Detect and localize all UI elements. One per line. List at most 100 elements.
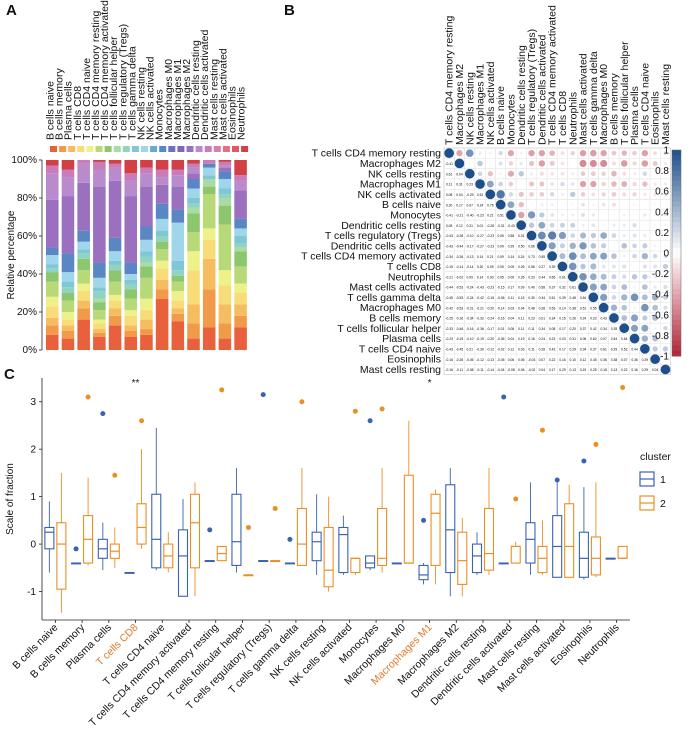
corr-circle <box>611 274 617 280</box>
stacked-bar-segment <box>61 196 75 254</box>
corr-circle <box>653 151 658 156</box>
corr-circle <box>633 172 637 176</box>
corr-value-label: 0.16 <box>559 358 566 362</box>
stacked-bar-segment <box>93 186 106 263</box>
corr-column-label: Macrophages M2 <box>454 64 466 145</box>
corr-circle <box>580 253 586 260</box>
panel-a-legend-label: Macrophages M2 <box>181 59 193 140</box>
stacked-bar-segment <box>218 171 232 179</box>
colorbar-segment <box>672 170 681 177</box>
stacked-bar-segment <box>171 281 185 292</box>
corr-circle <box>653 275 657 279</box>
corr-column-label: Neutrophils <box>567 92 579 145</box>
corr-value-label: -0.11 <box>456 368 463 372</box>
corr-value-label: 0.17 <box>559 327 566 331</box>
corr-value-label: -0.23 <box>487 244 495 248</box>
corr-value-label: 0.04 <box>652 368 659 372</box>
colorbar-tick-label: 1 <box>663 146 669 157</box>
stacked-bar-segment <box>93 302 106 311</box>
corr-circle <box>516 220 527 231</box>
stacked-bar-segment <box>108 294 122 301</box>
corr-column-label: T cells gamma delta <box>588 51 600 145</box>
corr-value-label: 0.04 <box>508 317 515 321</box>
stacked-bar-segment <box>171 270 185 276</box>
stacked-bar-segment <box>46 173 59 200</box>
corr-value-label: 0.26 <box>518 265 525 269</box>
legend-title: cluster <box>640 451 671 463</box>
stacked-bar-segment <box>202 186 216 195</box>
stacked-bar-segment <box>187 179 200 189</box>
corr-circle <box>579 149 587 157</box>
stacked-bar-segment <box>61 325 75 331</box>
stacked-bar-segment <box>108 308 122 316</box>
stacked-bar-segment <box>93 169 106 187</box>
stacked-bar-segment <box>77 163 90 183</box>
corr-value-label: 0.36 <box>600 358 607 362</box>
corr-value-label: -0.02 <box>456 275 464 279</box>
stacked-bar-segment <box>61 331 75 339</box>
corr-value-label: -0.12 <box>487 347 495 351</box>
panel-a-legend-swatch <box>159 146 167 152</box>
corr-value-label: 0.35 <box>611 327 618 331</box>
corr-circle <box>641 335 649 342</box>
corr-value-label: 0.04 <box>456 172 463 176</box>
stacked-bar-segment <box>155 260 169 269</box>
corr-circle <box>590 171 596 177</box>
corr-value-label: 0.07 <box>600 337 607 341</box>
corr-row-label: B cells naive <box>382 199 441 211</box>
panel-a-legend-label: Neutrophils <box>236 87 248 140</box>
stacked-bar-segment <box>77 249 90 254</box>
colorbar-segment <box>672 278 681 285</box>
corr-circle <box>641 303 649 312</box>
corr-circle <box>632 233 637 238</box>
stacked-bar-segment <box>234 236 247 244</box>
corr-value-label: -0.44 <box>456 244 464 248</box>
corr-value-label: -0.23 <box>487 286 495 290</box>
stacked-bar-segment <box>187 163 200 168</box>
stacked-bar-segment <box>140 167 153 174</box>
stacked-bar-segment <box>202 258 216 290</box>
corr-value-label: -0.05 <box>466 358 474 362</box>
corr-circle <box>632 243 637 249</box>
colorbar-segment <box>672 242 681 249</box>
corr-value-label: -0.14 <box>466 265 474 269</box>
corr-value-label: 0.22 <box>621 368 628 372</box>
stacked-bar-segment <box>171 169 185 176</box>
colorbar-segment <box>672 180 681 187</box>
corr-row-label: Plasma cells <box>382 333 441 345</box>
stacked-bar-segment <box>46 268 59 273</box>
stacked-bar-segment <box>46 264 59 269</box>
corr-circle <box>641 253 648 260</box>
corr-value-label: -0.33 <box>445 327 453 331</box>
stacked-bar-segment <box>171 321 185 350</box>
corr-circle <box>465 149 474 157</box>
corr-row-label: B cells memory <box>369 312 442 324</box>
corr-circle <box>530 203 533 206</box>
corr-circle <box>485 189 496 200</box>
corr-value-label: 0.23 <box>590 317 597 321</box>
box-outlier <box>207 527 213 533</box>
corr-circle <box>498 161 503 166</box>
corr-circle <box>621 294 628 301</box>
stacked-bar-segment <box>140 329 153 335</box>
stacked-bar-segment <box>93 329 106 333</box>
stacked-bar-segment <box>61 300 75 312</box>
corr-value-label: -0.02 <box>497 347 505 351</box>
stacked-bar-segment <box>218 224 232 271</box>
corr-value-label: 0.12 <box>456 224 463 228</box>
corr-circle <box>622 171 627 176</box>
corr-circle <box>580 192 586 197</box>
corr-value-label: 0.61 <box>446 172 453 176</box>
corr-value-label: 0.06 <box>518 368 525 372</box>
stacked-bar-segment <box>46 199 59 248</box>
corr-circle <box>579 232 587 239</box>
corr-circle <box>620 160 628 167</box>
stacked-bar-segment <box>93 298 106 303</box>
box-outlier <box>287 536 293 542</box>
corr-circle <box>651 294 659 301</box>
corr-value-label: 0.11 <box>508 296 514 300</box>
corr-circle <box>569 242 576 250</box>
corr-value-label: 0.09 <box>508 265 515 269</box>
panel-a-y-tick-label: 0% <box>23 345 38 356</box>
corr-circle <box>664 234 667 237</box>
